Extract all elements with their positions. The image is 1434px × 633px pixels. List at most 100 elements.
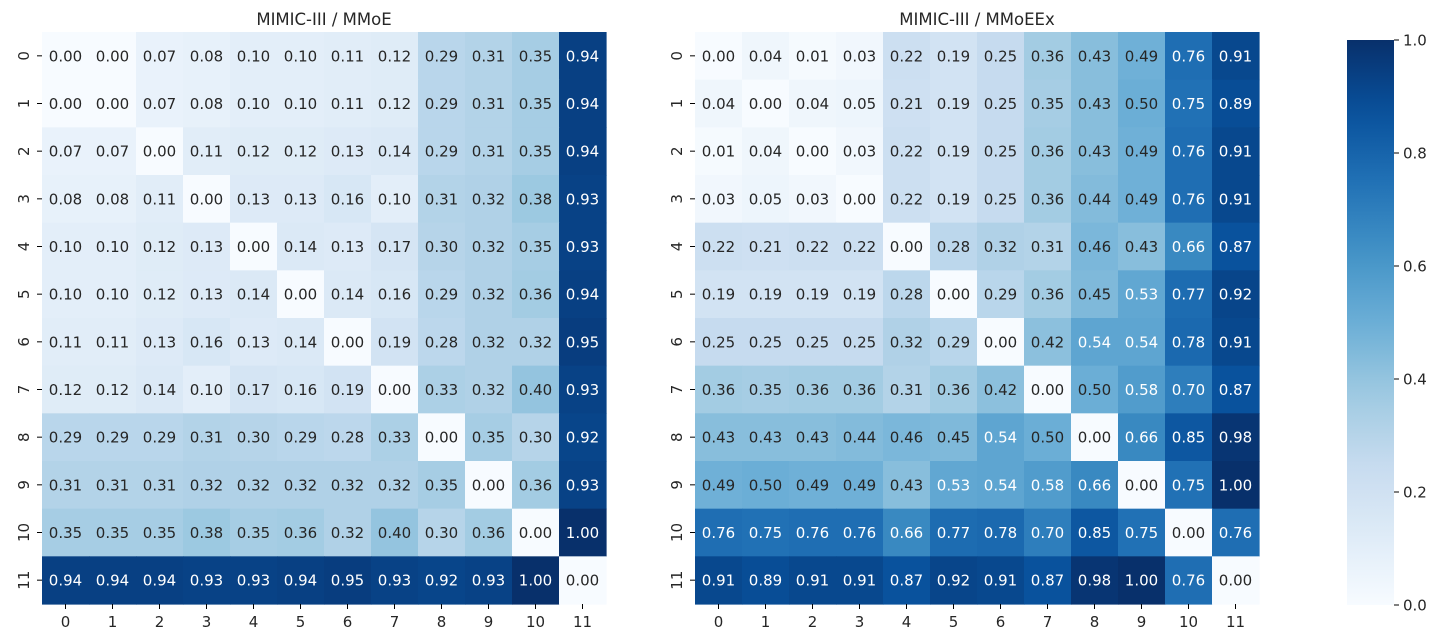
heatmap-cell — [512, 413, 560, 462]
cell-value-label: 0.75 — [1125, 524, 1158, 542]
heatmap-cell — [1118, 508, 1166, 557]
heatmap-cell — [977, 318, 1025, 367]
heatmap-cell — [1212, 508, 1260, 557]
cell-value-label: 0.16 — [378, 286, 411, 304]
heatmap-cell — [559, 365, 607, 414]
heatmap-cell — [883, 461, 931, 510]
cell-value-label: 0.17 — [237, 381, 270, 399]
heatmap-cell — [883, 175, 931, 224]
cell-value-label: 0.13 — [143, 333, 176, 351]
heatmap-cell — [418, 461, 466, 510]
heatmap-cell — [230, 318, 278, 367]
cell-value-label: 0.91 — [1219, 190, 1252, 208]
x-tick-label: 7 — [390, 613, 400, 631]
heatmap-cell — [277, 127, 325, 176]
cell-value-label: 0.10 — [284, 47, 317, 65]
cell-value-label: 0.66 — [1125, 429, 1158, 447]
cell-value-label: 0.36 — [1031, 286, 1064, 304]
heatmap-cell — [277, 222, 325, 271]
cell-value-label: 0.19 — [331, 381, 364, 399]
cell-value-label: 0.31 — [49, 476, 82, 494]
cell-value-label: 0.00 — [284, 286, 317, 304]
cell-value-label: 0.07 — [49, 143, 82, 161]
heatmap-cell — [930, 270, 978, 319]
x-tick-label: 6 — [343, 613, 353, 631]
heatmap-cell — [1212, 32, 1260, 81]
colorbar-tick-label: 0.6 — [1403, 258, 1427, 276]
cell-value-label: 0.76 — [1219, 524, 1252, 542]
heatmap-cell — [230, 127, 278, 176]
cell-value-label: 0.12 — [378, 47, 411, 65]
cell-value-label: 0.00 — [49, 95, 82, 113]
cell-value-label: 0.19 — [937, 190, 970, 208]
cell-value-label: 0.25 — [984, 95, 1017, 113]
heatmap-cell — [559, 556, 607, 605]
heatmap-cell — [1118, 365, 1166, 414]
heatmap-cell — [418, 79, 466, 128]
heatmap-cell — [742, 318, 790, 367]
heatmap-cell — [1071, 79, 1119, 128]
cell-value-label: 0.13 — [331, 143, 364, 161]
heatmap-cell — [930, 175, 978, 224]
cell-value-label: 0.19 — [843, 286, 876, 304]
heatmap-cell — [1165, 556, 1213, 605]
y-tick-label: 4 — [15, 242, 33, 252]
cell-value-label: 0.36 — [796, 381, 829, 399]
heatmap-cell — [512, 556, 560, 605]
cell-value-label: 0.43 — [1078, 47, 1111, 65]
cell-value-label: 0.87 — [890, 572, 923, 590]
cell-value-label: 0.35 — [96, 524, 129, 542]
heatmap-panel-mmoe: MIMIC-III / MMoE 0.00 0.00 0.07 0.08 0.10 0.10… — [15, 10, 607, 631]
cell-value-label: 0.98 — [1078, 572, 1111, 590]
heatmap-cell — [559, 461, 607, 510]
heatmap-cell — [136, 32, 184, 81]
cell-value-label: 0.32 — [237, 476, 270, 494]
cell-value-label: 0.32 — [472, 190, 505, 208]
heatmap-cell — [1118, 461, 1166, 510]
cell-value-label: 0.91 — [1219, 143, 1252, 161]
heatmap-cell — [183, 222, 231, 271]
cell-value-label: 0.17 — [378, 238, 411, 256]
heatmap-cell — [324, 32, 372, 81]
heatmap-cell — [324, 556, 372, 605]
cell-value-label: 0.87 — [1031, 572, 1064, 590]
heatmap-cell — [930, 222, 978, 271]
cell-value-label: 1.00 — [519, 572, 552, 590]
cell-value-label: 0.85 — [1172, 429, 1205, 447]
y-tick-label: 3 — [15, 194, 33, 204]
heatmap-cell — [465, 32, 513, 81]
x-tick-label: 8 — [437, 613, 447, 631]
heatmap-cell — [1212, 222, 1260, 271]
cell-value-label: 0.35 — [1031, 95, 1064, 113]
heatmap-cell — [136, 365, 184, 414]
cell-value-label: 0.77 — [937, 524, 970, 542]
cell-value-label: 0.11 — [190, 143, 223, 161]
cell-value-label: 0.50 — [1078, 381, 1111, 399]
cell-value-label: 0.93 — [378, 572, 411, 590]
heatmap-cell — [1071, 508, 1119, 557]
heatmap-cell — [1024, 175, 1072, 224]
cell-value-label: 0.91 — [984, 572, 1017, 590]
heatmap-cell — [1165, 413, 1213, 462]
cell-value-label: 0.94 — [566, 286, 599, 304]
y-tick-label: 2 — [15, 146, 33, 156]
cell-value-label: 0.66 — [1078, 476, 1111, 494]
heatmap-cell — [230, 461, 278, 510]
cell-value-label: 0.31 — [472, 47, 505, 65]
cell-value-label: 0.76 — [1172, 190, 1205, 208]
heatmap-cell — [1212, 461, 1260, 510]
cell-value-label: 0.31 — [96, 476, 129, 494]
cell-value-label: 0.00 — [425, 429, 458, 447]
cell-value-label: 0.58 — [1125, 381, 1158, 399]
cell-value-label: 0.76 — [1172, 572, 1205, 590]
heatmap-cell — [230, 32, 278, 81]
heatmap-cell — [1024, 461, 1072, 510]
heatmap-cell — [695, 127, 743, 176]
cell-value-label: 0.40 — [519, 381, 552, 399]
heatmap-cell — [277, 32, 325, 81]
cell-value-label: 0.54 — [984, 429, 1017, 447]
heatmap-cell — [89, 556, 137, 605]
heatmap-cell — [1118, 318, 1166, 367]
cell-value-label: 0.11 — [331, 95, 364, 113]
heatmap-cell — [1212, 270, 1260, 319]
